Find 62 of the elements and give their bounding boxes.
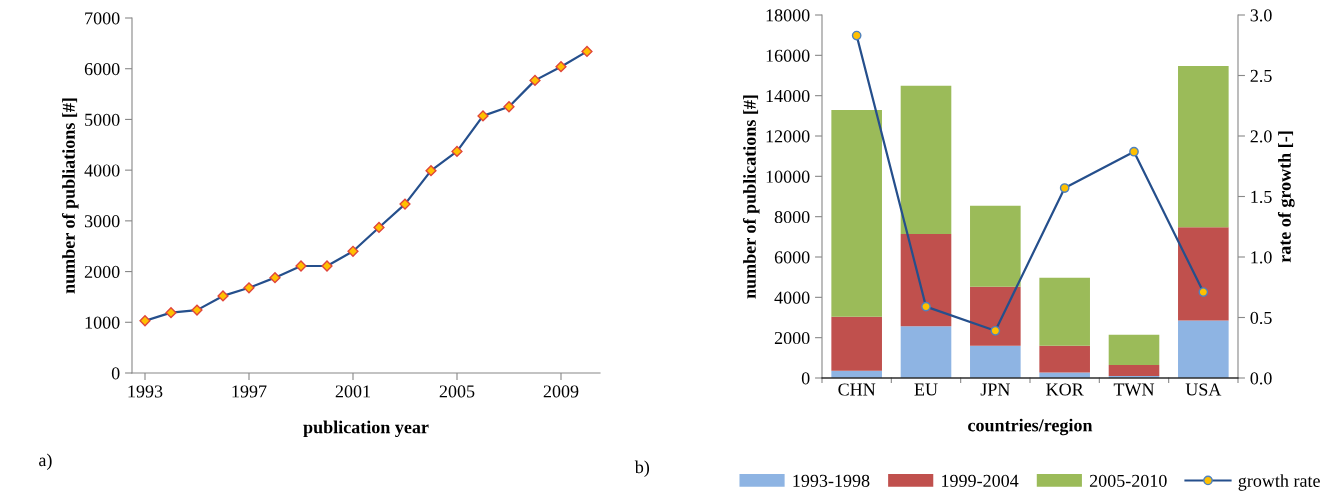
x-tick-label: EU <box>914 383 938 396</box>
bar <box>1178 66 1229 228</box>
y2-tick-label: 2.0 <box>1250 130 1272 143</box>
y-tick-label: 4000 <box>774 291 810 304</box>
bar <box>970 345 1021 378</box>
x-tick-label: JPN <box>980 383 1010 396</box>
x-tick-label: CHN <box>838 383 876 396</box>
bar <box>900 85 952 235</box>
y-tick-label: 16000 <box>766 49 810 62</box>
x-tick-label: TWN <box>1113 383 1155 396</box>
bar <box>831 109 882 317</box>
y2-tick-label: 0.5 <box>1250 311 1272 325</box>
y-tick-label: 0 <box>111 367 120 380</box>
y-tick-label: 7000 <box>85 12 120 25</box>
y-tick-label: 3000 <box>84 215 120 228</box>
y-tick-label: 1000 <box>85 316 120 329</box>
bar <box>970 205 1021 287</box>
y-tick-label: 6000 <box>774 251 810 264</box>
y-tick-label: 4000 <box>84 164 120 177</box>
bar <box>1108 334 1160 365</box>
bar <box>1039 277 1090 346</box>
x-tick-label: 2005 <box>439 385 475 398</box>
y-tick-label: 5000 <box>85 113 120 126</box>
legend-label: growth rate <box>1238 474 1320 491</box>
y-tick-label: 10000 <box>766 170 810 183</box>
x-tick-label: 2001 <box>335 385 370 398</box>
x-tick-label: 2009 <box>543 385 579 398</box>
y-tick-label: 2000 <box>84 265 120 279</box>
x-axis-title: countries/region <box>968 418 1093 436</box>
text: b) <box>634 460 650 477</box>
x-axis-title: publication year <box>303 420 429 438</box>
y-tick-label: 12000 <box>766 130 810 143</box>
bar <box>900 326 952 378</box>
legend-label: 1993-1998 <box>793 474 870 487</box>
x-tick-label: 1997 <box>232 385 267 398</box>
bar <box>1039 345 1090 373</box>
y-tick-label: 14000 <box>766 89 810 103</box>
y-tick-label: 18000 <box>766 9 810 22</box>
y-tick-label: 6000 <box>84 62 120 76</box>
bar <box>1178 320 1229 378</box>
text: a) <box>39 453 52 470</box>
y2-tick-label: 1.5 <box>1251 190 1272 204</box>
x-tick-label: USA <box>1185 383 1222 396</box>
y2-tick-label: 3.0 <box>1250 9 1272 22</box>
y-tick-label: 2000 <box>774 331 810 345</box>
legend-label: 1999-2004 <box>942 474 1019 487</box>
bar <box>1108 364 1160 376</box>
bar <box>831 316 882 371</box>
y-tick-label: 0 <box>801 372 810 385</box>
y2-tick-label: 1.0 <box>1251 251 1272 264</box>
y-axis-title: number of publiations [#] <box>61 98 79 294</box>
x-tick-label: 1993 <box>128 385 163 398</box>
bar <box>1178 227 1229 321</box>
legend-label: 2005-2010 <box>1089 474 1167 487</box>
y-axis-title: number of publications [#] <box>742 95 760 299</box>
bar <box>900 234 952 327</box>
y2-tick-label: 0.0 <box>1250 372 1272 385</box>
y-tick-label: 8000 <box>774 210 810 224</box>
y2-axis-title: rate of growth [-] <box>1277 131 1295 263</box>
bar <box>970 286 1021 346</box>
y2-tick-label: 2.5 <box>1250 69 1272 83</box>
x-tick-label: KOR <box>1046 383 1084 396</box>
